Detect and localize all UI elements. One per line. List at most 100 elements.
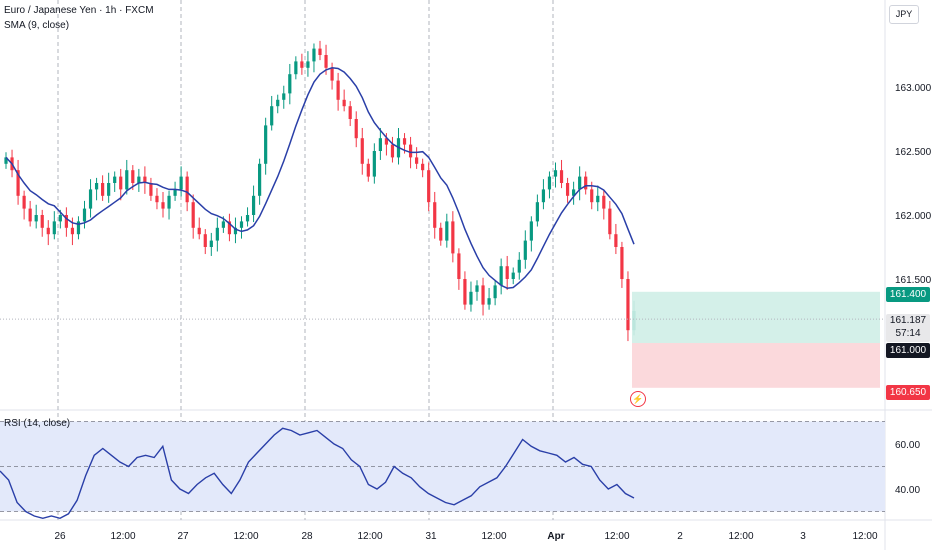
candle-body bbox=[415, 157, 419, 164]
candle-body bbox=[475, 285, 479, 292]
candle-body bbox=[421, 163, 425, 171]
entry-price-tag: 161.000 bbox=[886, 343, 930, 358]
price-tick-label: 162.500 bbox=[895, 147, 932, 158]
candle-body bbox=[239, 221, 244, 228]
candle-body bbox=[608, 208, 612, 235]
candle-body bbox=[88, 189, 93, 209]
loss-zone bbox=[632, 343, 880, 388]
time-tick-label: Apr bbox=[547, 531, 564, 542]
candle-body bbox=[348, 106, 352, 119]
symbol-title[interactable]: Euro / Japanese Yen · 1h · FXCM bbox=[4, 5, 154, 16]
candle-body bbox=[197, 227, 201, 235]
candle-body bbox=[294, 61, 298, 75]
candle-body bbox=[559, 170, 564, 183]
candle-body bbox=[523, 240, 527, 260]
time-tick-label: 12:00 bbox=[233, 531, 258, 542]
candle-body bbox=[94, 183, 99, 190]
candle-body bbox=[511, 272, 515, 279]
candle-body bbox=[336, 80, 340, 100]
candle-body bbox=[4, 157, 8, 164]
candle-body bbox=[378, 138, 382, 151]
candle-body bbox=[463, 279, 467, 305]
time-tick-label: 12:00 bbox=[357, 531, 382, 542]
candle-body bbox=[167, 195, 171, 209]
candle-body bbox=[191, 202, 195, 228]
candle-body bbox=[300, 61, 304, 68]
candle-body bbox=[318, 48, 322, 55]
candle-body bbox=[445, 221, 449, 241]
rsi-line bbox=[0, 427, 635, 520]
candle-body bbox=[481, 285, 485, 305]
stop-loss-price-tag: 160.650 bbox=[886, 385, 930, 400]
candle-body bbox=[565, 183, 570, 196]
time-tick-label: 28 bbox=[301, 531, 313, 542]
currency-button[interactable]: JPY bbox=[889, 5, 919, 24]
sma-legend[interactable]: SMA (9, close) bbox=[4, 20, 70, 31]
candle-body bbox=[312, 48, 316, 62]
candle-body bbox=[107, 183, 111, 196]
candle-body bbox=[439, 227, 443, 241]
candle-body bbox=[270, 106, 274, 126]
candle-body bbox=[626, 279, 630, 331]
time-tick-label: 26 bbox=[54, 531, 66, 542]
candle-body bbox=[390, 144, 395, 158]
profit-zone bbox=[632, 291, 880, 343]
candle-body bbox=[451, 221, 455, 254]
candle-body bbox=[16, 170, 20, 196]
candle-body bbox=[366, 163, 370, 177]
candle-body bbox=[529, 221, 533, 241]
candle-body bbox=[596, 195, 600, 203]
candle-body bbox=[276, 99, 280, 107]
candle-body bbox=[215, 227, 219, 241]
candle-body bbox=[384, 138, 389, 145]
candle-body bbox=[101, 183, 105, 196]
candle-body bbox=[233, 227, 238, 235]
candle-body bbox=[578, 176, 582, 190]
rsi-legend[interactable]: RSI (14, close) bbox=[4, 418, 71, 429]
candle-body bbox=[360, 138, 364, 164]
price-tick-label: 161.500 bbox=[895, 275, 932, 286]
candle-countdown: 57:14 bbox=[895, 328, 921, 339]
candle-body bbox=[535, 202, 539, 222]
candle-body bbox=[547, 176, 552, 190]
candle-body bbox=[408, 144, 413, 158]
candle-body bbox=[76, 221, 81, 235]
candle-body bbox=[143, 176, 147, 183]
candle-body bbox=[324, 55, 328, 68]
candle-body bbox=[282, 93, 286, 100]
candle-body bbox=[572, 189, 576, 196]
time-tick-label: 12:00 bbox=[728, 531, 753, 542]
candle-body bbox=[614, 234, 618, 247]
time-tick-label: 3 bbox=[800, 531, 806, 542]
candle-body bbox=[264, 125, 268, 164]
candle-body bbox=[22, 195, 26, 209]
candle-body bbox=[288, 74, 292, 94]
candle-body bbox=[221, 221, 225, 228]
candle-body bbox=[70, 227, 75, 235]
candle-body bbox=[493, 285, 497, 299]
candle-body bbox=[82, 208, 87, 222]
candle-body bbox=[137, 176, 141, 183]
candle-body bbox=[330, 67, 334, 81]
candle-body bbox=[541, 189, 546, 203]
candle-body bbox=[469, 291, 473, 305]
candle-body bbox=[590, 189, 594, 203]
candle-body bbox=[185, 176, 189, 203]
candle-body bbox=[119, 176, 123, 190]
time-tick-label: 12:00 bbox=[852, 531, 877, 542]
candle-body bbox=[40, 215, 44, 228]
lightning-icon[interactable]: ⚡ bbox=[630, 391, 646, 407]
candle-body bbox=[245, 215, 250, 222]
candle-body bbox=[251, 195, 256, 215]
candle-body bbox=[179, 176, 183, 190]
candle-body bbox=[203, 234, 207, 247]
price-tick-label: 163.000 bbox=[895, 83, 932, 94]
candle-body bbox=[620, 247, 624, 279]
candle-body bbox=[58, 215, 62, 222]
time-tick-label: 31 bbox=[425, 531, 437, 542]
candle-body bbox=[372, 151, 376, 177]
candle-body bbox=[602, 195, 606, 209]
candle-body bbox=[553, 170, 558, 177]
candle-body bbox=[517, 259, 521, 273]
